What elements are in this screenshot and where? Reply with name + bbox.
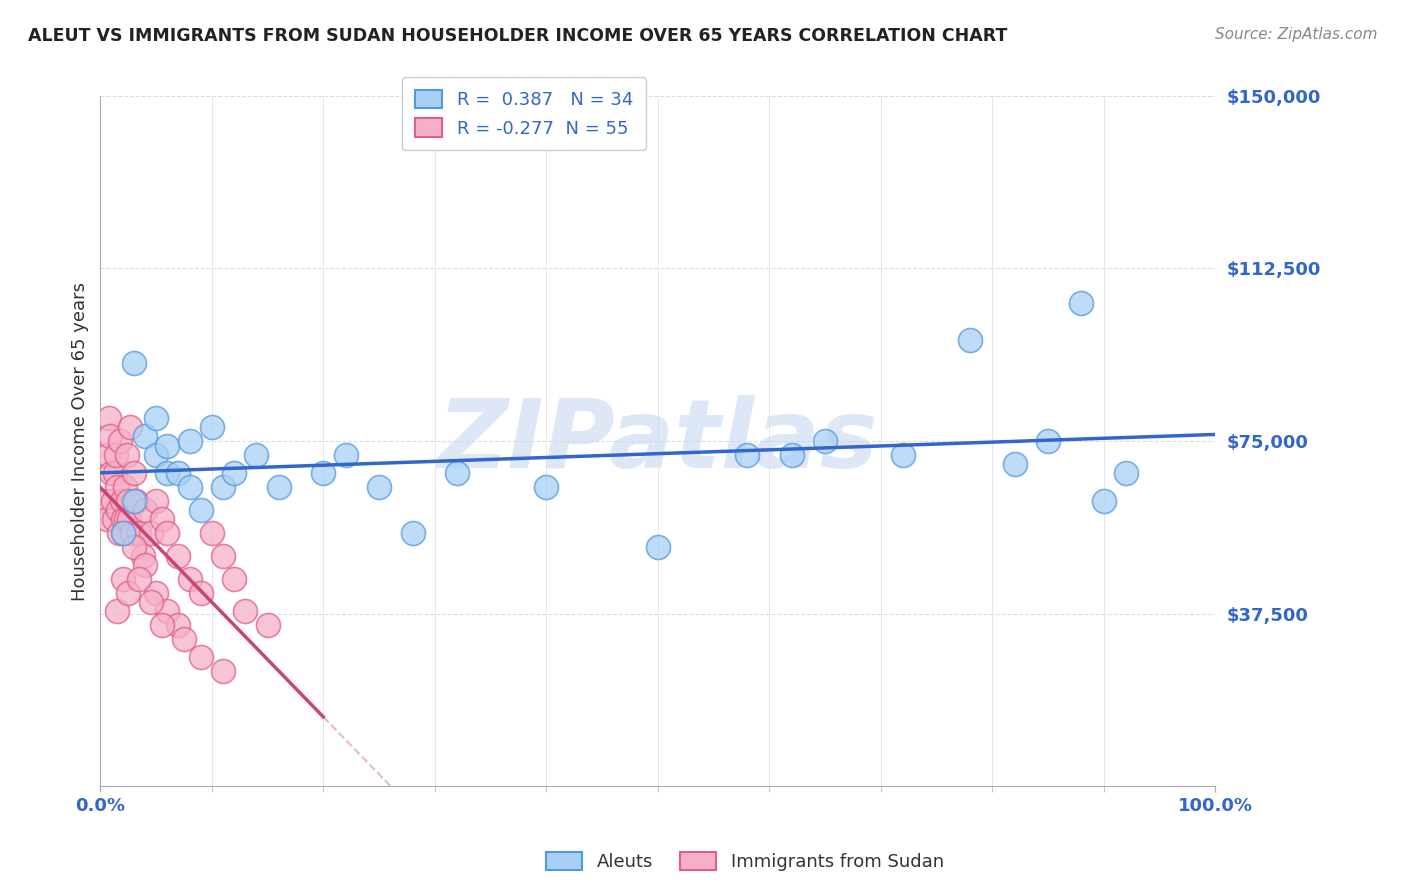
Point <box>114 480 136 494</box>
Point <box>156 604 179 618</box>
Point <box>103 512 125 526</box>
Point <box>891 448 914 462</box>
Point <box>1070 296 1092 310</box>
Point <box>108 526 131 541</box>
Text: Source: ZipAtlas.com: Source: ZipAtlas.com <box>1215 27 1378 42</box>
Point <box>190 650 212 665</box>
Point <box>122 356 145 370</box>
Point <box>125 493 148 508</box>
Point <box>368 480 391 494</box>
Point <box>190 503 212 517</box>
Point <box>256 618 278 632</box>
Point <box>446 467 468 481</box>
Point <box>335 448 357 462</box>
Point <box>814 434 837 448</box>
Point <box>117 586 139 600</box>
Point <box>104 448 127 462</box>
Point <box>1004 457 1026 471</box>
Point <box>647 540 669 554</box>
Point <box>401 526 423 541</box>
Point <box>132 549 155 563</box>
Point <box>156 467 179 481</box>
Point <box>101 493 124 508</box>
Point <box>110 434 132 448</box>
Point <box>536 480 558 494</box>
Point <box>1036 434 1059 448</box>
Point <box>312 467 335 481</box>
Y-axis label: Householder Income Over 65 years: Householder Income Over 65 years <box>72 282 89 600</box>
Text: ZIPatlas: ZIPatlas <box>437 394 879 488</box>
Point <box>190 586 212 600</box>
Point <box>122 493 145 508</box>
Point <box>145 586 167 600</box>
Point <box>179 572 201 586</box>
Point <box>97 448 120 462</box>
Point <box>134 429 156 443</box>
Point <box>139 595 162 609</box>
Point <box>959 333 981 347</box>
Point <box>111 526 134 541</box>
Point <box>150 512 173 526</box>
Point <box>134 558 156 573</box>
Point <box>112 526 135 541</box>
Point <box>121 526 143 541</box>
Point <box>122 467 145 481</box>
Point <box>233 604 256 618</box>
Point <box>122 540 145 554</box>
Point <box>134 503 156 517</box>
Point <box>212 664 235 678</box>
Point <box>100 467 122 481</box>
Point <box>107 503 129 517</box>
Point <box>111 512 134 526</box>
Point <box>118 512 141 526</box>
Point <box>735 448 758 462</box>
Point <box>267 480 290 494</box>
Point <box>128 572 150 586</box>
Point <box>780 448 803 462</box>
Point <box>201 526 224 541</box>
Point <box>156 439 179 453</box>
Point <box>156 526 179 541</box>
Point <box>111 572 134 586</box>
Point <box>245 448 267 462</box>
Point <box>117 493 139 508</box>
Point <box>179 480 201 494</box>
Point <box>120 420 142 434</box>
Point <box>212 549 235 563</box>
Point <box>100 429 122 443</box>
Point <box>98 411 121 425</box>
Point <box>110 493 132 508</box>
Point <box>145 411 167 425</box>
Point <box>224 572 246 586</box>
Point <box>1092 493 1115 508</box>
Point <box>96 512 118 526</box>
Point <box>115 512 138 526</box>
Point <box>104 467 127 481</box>
Point <box>201 420 224 434</box>
Point <box>105 480 128 494</box>
Point <box>145 448 167 462</box>
Point <box>94 493 117 508</box>
Point <box>139 526 162 541</box>
Legend: R =  0.387   N = 34, R = -0.277  N = 55: R = 0.387 N = 34, R = -0.277 N = 55 <box>402 78 645 151</box>
Point <box>224 467 246 481</box>
Point <box>145 493 167 508</box>
Point <box>167 618 190 632</box>
Point <box>1115 467 1137 481</box>
Point <box>179 434 201 448</box>
Point <box>128 526 150 541</box>
Point <box>167 549 190 563</box>
Point <box>173 632 195 646</box>
Point <box>212 480 235 494</box>
Point <box>167 467 190 481</box>
Legend: Aleuts, Immigrants from Sudan: Aleuts, Immigrants from Sudan <box>538 845 952 879</box>
Point <box>150 618 173 632</box>
Point <box>115 448 138 462</box>
Point <box>105 604 128 618</box>
Text: ALEUT VS IMMIGRANTS FROM SUDAN HOUSEHOLDER INCOME OVER 65 YEARS CORRELATION CHAR: ALEUT VS IMMIGRANTS FROM SUDAN HOUSEHOLD… <box>28 27 1008 45</box>
